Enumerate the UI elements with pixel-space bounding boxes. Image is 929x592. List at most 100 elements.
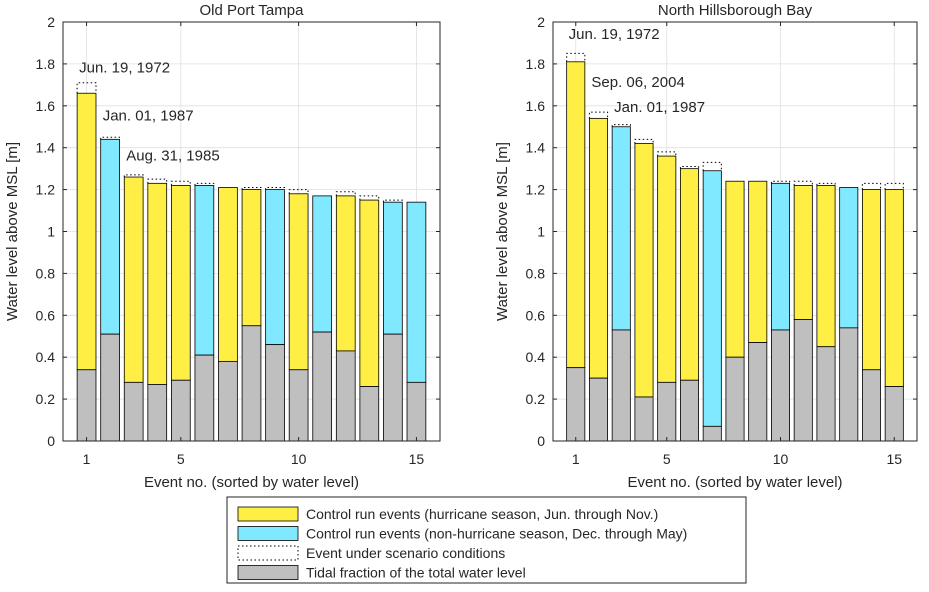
bar-event-9-tidal — [748, 342, 768, 442]
scenario-outline-event-13 — [359, 195, 380, 201]
bar-event-9-non-hurricane — [265, 189, 285, 346]
bar-event-11-non-hurricane — [312, 195, 333, 333]
bar-event-10-tidal — [771, 329, 791, 442]
y-tick-label: 1.6 — [526, 98, 546, 114]
bar-event-13-hurricane — [359, 199, 380, 387]
y-tick-label: 1.8 — [36, 56, 56, 72]
bar-event-9-hurricane — [748, 180, 768, 343]
legend-label-scenario: Event under scenario conditions — [306, 545, 505, 561]
y-tick-label: 0.8 — [526, 265, 546, 281]
bar-event-4-hurricane — [634, 143, 654, 398]
x-tick-label: 10 — [773, 451, 789, 467]
scenario-outline-event-4 — [634, 138, 654, 144]
bar-event-12-tidal — [335, 350, 356, 442]
y-tick-label: 0.4 — [36, 349, 56, 365]
legend-label-non-hurricane: Control run events (non-hurricane season… — [306, 526, 687, 542]
bar-event-8-hurricane — [725, 180, 745, 358]
bar-event-15-non-hurricane — [406, 201, 427, 383]
annotation-label: Jun. 19, 1972 — [569, 26, 660, 43]
bar-event-1-tidal — [566, 367, 586, 442]
bar-event-3-tidal — [123, 381, 144, 442]
bar-event-10-non-hurricane — [771, 182, 791, 331]
x-tick-label: 5 — [663, 451, 671, 467]
bar-event-13-tidal — [359, 386, 380, 442]
legend: Control run events (hurricane season, Ju… — [226, 496, 747, 584]
legend-swatch-non-hurricane — [237, 526, 299, 541]
bar-event-3-hurricane — [123, 176, 144, 383]
annotation-label: Aug. 31, 1985 — [126, 147, 219, 164]
annotation-label: Sep. 06, 2004 — [591, 74, 684, 91]
y-tick-label: 1.4 — [526, 140, 546, 156]
scenario-outline-event-1 — [76, 82, 97, 94]
x-tick-label: 5 — [177, 451, 185, 467]
annotation-label: Jun. 19, 1972 — [79, 59, 170, 76]
scenario-outline-event-10 — [770, 180, 791, 184]
y-tick-label: 0.4 — [526, 349, 546, 365]
bar-event-9-tidal — [265, 344, 285, 442]
scenario-outline-event-4 — [147, 178, 168, 184]
bar-event-15-hurricane — [884, 189, 904, 387]
x-axis-label: Event no. (sorted by water level) — [627, 474, 842, 491]
bar-event-14-tidal — [383, 333, 403, 442]
bar-event-5-tidal — [170, 379, 191, 442]
bar-event-1-tidal — [76, 369, 97, 442]
bar-event-15-tidal — [406, 381, 427, 442]
y-tick-label: 0 — [47, 433, 55, 449]
scenario-outline-event-5 — [170, 180, 191, 186]
bar-event-1-hurricane — [76, 92, 97, 371]
bar-event-6-hurricane — [680, 168, 700, 381]
bar-event-12-tidal — [816, 346, 836, 442]
y-tick-label: 1.4 — [36, 140, 56, 156]
bar-event-6-non-hurricane — [194, 185, 215, 356]
x-tick-label: 15 — [886, 451, 902, 467]
y-tick-label: 0.2 — [526, 391, 546, 407]
bar-event-4-hurricane — [147, 182, 168, 385]
legend-box — [226, 496, 747, 584]
scenario-outline-event-11 — [793, 180, 813, 186]
y-tick-label: 0.6 — [36, 307, 56, 323]
y-tick-label: 1 — [47, 224, 55, 240]
bar-event-13-non-hurricane — [839, 187, 859, 329]
scenario-outline-event-8 — [241, 187, 262, 190]
y-axis-label: Water level above MSL [m] — [4, 142, 21, 321]
y-tick-label: 2 — [47, 14, 55, 30]
bar-event-1-hurricane — [566, 61, 586, 369]
y-tick-label: 0.8 — [36, 265, 56, 281]
scenario-outline-event-3 — [123, 174, 144, 178]
bar-event-12-hurricane — [816, 185, 836, 348]
scenario-outline-event-6 — [194, 182, 215, 186]
scenario-outline-event-6 — [679, 166, 700, 169]
y-tick-label: 0.6 — [526, 307, 546, 323]
x-tick-label: 15 — [409, 451, 425, 467]
bar-event-3-non-hurricane — [611, 126, 631, 331]
y-axis-label: Water level above MSL [m] — [494, 142, 511, 321]
chart-title: North Hillsborough Bay — [658, 2, 813, 19]
bar-event-4-tidal — [634, 396, 654, 442]
scenario-outline-event-10 — [288, 189, 309, 194]
bar-event-11-tidal — [312, 331, 333, 442]
bar-event-5-hurricane — [657, 155, 677, 383]
bar-event-6-tidal — [194, 354, 215, 442]
legend-label-tidal: Tidal fraction of the total water level — [306, 565, 526, 581]
scenario-outline-event-12 — [816, 182, 836, 186]
bar-event-6-tidal — [680, 379, 700, 442]
bar-event-8-tidal — [725, 356, 745, 442]
bar-event-7-tidal — [702, 425, 722, 442]
bar-event-2-tidal — [589, 377, 609, 442]
bar-event-8-tidal — [241, 325, 262, 442]
bar-event-10-tidal — [288, 369, 309, 442]
legend-label-hurricane: Control run events (hurricane season, Ju… — [306, 506, 658, 522]
legend-swatch-scenario — [237, 545, 299, 561]
y-tick-label: 1 — [537, 224, 545, 240]
bar-event-2-non-hurricane — [100, 138, 120, 335]
bar-event-2-hurricane — [589, 117, 609, 379]
bar-event-7-hurricane — [218, 187, 238, 362]
y-tick-label: 2 — [537, 14, 545, 30]
bar-event-11-hurricane — [793, 185, 813, 320]
bar-event-14-hurricane — [862, 189, 882, 371]
scenario-outline-event-14 — [382, 199, 403, 203]
bar-event-12-hurricane — [335, 195, 356, 352]
